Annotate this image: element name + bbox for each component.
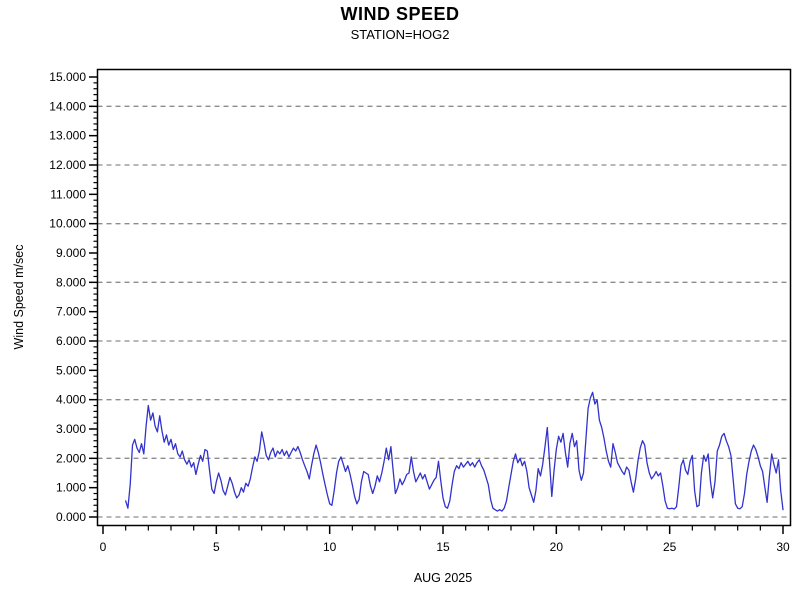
y-tick-label: 6.000 bbox=[56, 334, 86, 348]
y-axis-title: Wind Speed m/sec bbox=[12, 244, 26, 350]
x-tick-label: 25 bbox=[663, 540, 677, 554]
chart-subtitle: STATION=HOG2 bbox=[350, 27, 450, 42]
y-tick-label: 0.000 bbox=[56, 510, 86, 524]
x-tick-label: 5 bbox=[213, 540, 220, 554]
y-tick-label: 10.000 bbox=[49, 217, 86, 231]
y-tick-label: 3.000 bbox=[56, 422, 86, 436]
y-tick-label: 8.000 bbox=[56, 275, 86, 289]
data-series bbox=[125, 391, 784, 512]
y-tick-label: 5.000 bbox=[56, 363, 86, 377]
y-tick-label: 13.000 bbox=[49, 129, 86, 143]
y-tick-label: 4.000 bbox=[56, 393, 86, 407]
x-tick-label: 10 bbox=[323, 540, 337, 554]
x-tick-label: 20 bbox=[550, 540, 564, 554]
wind-speed-line bbox=[125, 391, 784, 512]
y-tick-label: 11.000 bbox=[50, 187, 86, 201]
gridlines bbox=[97, 105, 791, 518]
axis-tick-labels: 0.000 1.000 2.000 3.000 4.000 5.000 6.000 7.000… bbox=[49, 70, 790, 554]
y-tick-label: 1.000 bbox=[56, 481, 86, 495]
y-tick-label: 14.000 bbox=[49, 99, 86, 113]
x-axis-title: AUG 2025 bbox=[413, 571, 473, 585]
x-tick-label: 15 bbox=[436, 540, 450, 554]
chart-title: WIND SPEED bbox=[340, 4, 460, 24]
frame-rect bbox=[96, 68, 792, 527]
x-tick-label: 30 bbox=[776, 540, 790, 554]
y-tick-label: 7.000 bbox=[56, 305, 86, 319]
x-tick-label: 0 bbox=[100, 540, 107, 554]
y-tick-label: 15.000 bbox=[49, 70, 86, 84]
y-tick-label: 2.000 bbox=[56, 451, 86, 465]
axis-ticks bbox=[89, 76, 784, 534]
plot-frame bbox=[96, 68, 792, 527]
y-tick-label: 12.000 bbox=[49, 158, 86, 172]
y-tick-label: 9.000 bbox=[56, 246, 86, 260]
